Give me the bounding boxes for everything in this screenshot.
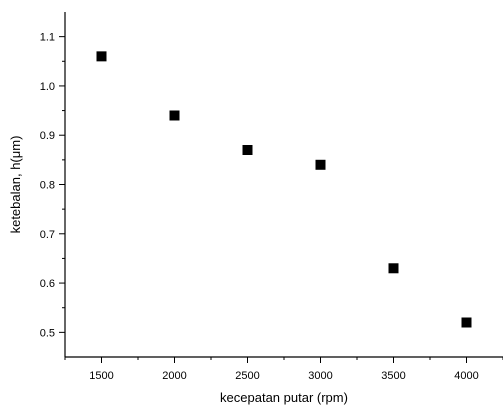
x-tick-label: 3000 (308, 370, 332, 382)
x-tick-label: 4000 (454, 370, 478, 382)
data-point (96, 51, 107, 62)
y-tick-label: 1.1 (40, 32, 55, 44)
x-tick-label: 2000 (162, 370, 186, 382)
x-tick-label: 2500 (235, 370, 259, 382)
y-axis-label: ketebalan, h(μm) (8, 136, 23, 234)
x-tick-label: 1500 (89, 370, 113, 382)
y-tick-label: 1.0 (40, 81, 55, 93)
x-axis-label: kecepatan putar (rpm) (220, 390, 348, 405)
y-tick-label: 0.9 (40, 130, 55, 142)
x-ticks: 1500 2000 2500 3000 3500 4000 (64, 357, 503, 382)
data-point (169, 110, 180, 121)
y-tick-label: 0.6 (40, 278, 55, 290)
data-point (242, 145, 253, 155)
data-point (388, 263, 399, 274)
y-tick-label: 0.5 (40, 327, 55, 339)
axes (64, 12, 503, 358)
x-tick-label: 3500 (381, 370, 405, 382)
y-ticks: 0.5 0.6 0.7 0.8 0.9 1.0 1.1 (40, 32, 65, 339)
y-tick-label: 0.7 (40, 229, 55, 241)
y-tick-label: 0.8 (40, 180, 55, 192)
data-point (461, 317, 472, 328)
data-points (96, 51, 472, 328)
data-point (315, 159, 326, 170)
